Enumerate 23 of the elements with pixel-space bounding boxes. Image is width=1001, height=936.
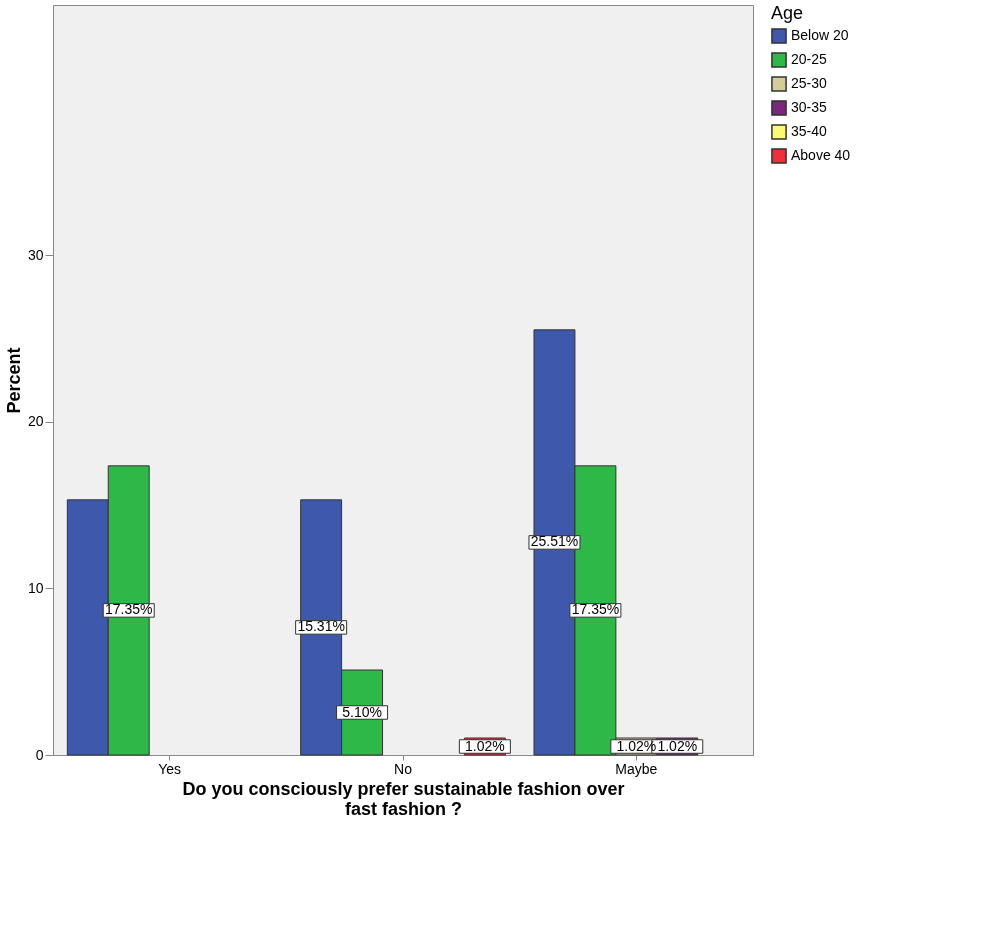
data-label: 17.35% <box>104 601 153 618</box>
data-label: 1.02% <box>657 737 698 754</box>
data-label: 25.51% <box>530 533 579 550</box>
legend-label: Below 20 <box>791 27 849 43</box>
x-tick-label: No <box>394 760 413 777</box>
y-tick-label: 0 <box>35 746 44 763</box>
legend-label: 35-40 <box>791 123 828 139</box>
legend-title: Age <box>771 3 804 23</box>
x-axis-title: Do you consciously prefer sustainable fashion over fast fashion ? <box>182 778 625 819</box>
legend-label: 20-25 <box>791 51 828 67</box>
x-tick-label: Yes <box>158 760 182 777</box>
legend-label: Above 40 <box>791 147 851 163</box>
legend-label: 30-35 <box>791 99 828 115</box>
y-axis-title: Percent <box>3 347 24 414</box>
x-tick-label: Maybe <box>615 760 658 777</box>
data-label: 1.02% <box>465 737 505 754</box>
y-tick-label: 10 <box>27 579 44 596</box>
legend-label: 25-30 <box>791 75 828 91</box>
y-tick-label: 20 <box>27 413 44 430</box>
data-label: 17.35% <box>571 601 620 618</box>
data-label: 5.10% <box>342 703 382 720</box>
y-tick-label: 30 <box>27 246 44 263</box>
data-label: 15.31% <box>297 618 345 635</box>
